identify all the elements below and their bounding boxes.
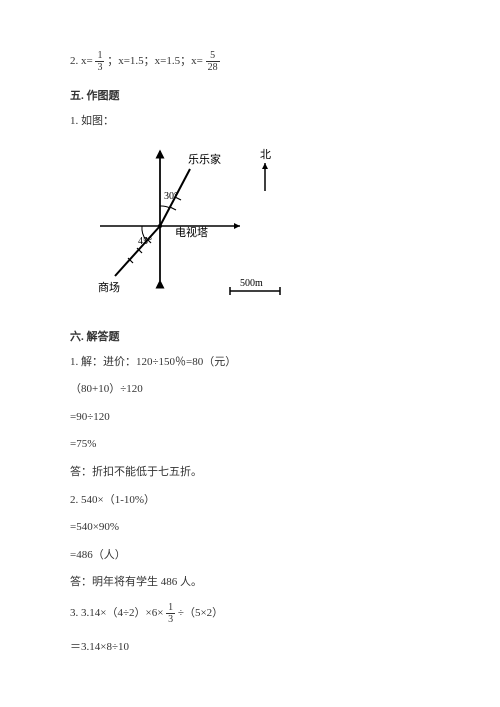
q2-mid: ；x=1.5；x=1.5；x=: [107, 55, 203, 67]
angle-30: 30°: [164, 191, 178, 202]
section-6-title: 六. 解答题: [70, 328, 430, 344]
q2-frac1: 1 3: [95, 50, 104, 73]
a3-l2: ＝3.14×8÷10: [70, 639, 430, 657]
a3-frac: 1 3: [166, 602, 175, 625]
a2-l2: =540×90%: [70, 519, 430, 537]
a3-l1: 3. 3.14×（4÷2）×6× 1 3 ÷（5×2）: [70, 602, 430, 625]
label-lele: 乐乐家: [188, 152, 221, 166]
scale-label: 500m: [240, 278, 263, 289]
a1-l5: 答：折扣不能低于七五折。: [70, 464, 430, 482]
a2-l4: 答：明年将有学生 486 人。: [70, 574, 430, 592]
a1-l2: （80+10）÷120: [70, 381, 430, 399]
label-north: 北: [260, 148, 271, 161]
angle-45: 45°: [138, 236, 152, 247]
section-5-title: 五. 作图题: [70, 87, 430, 103]
a1-l4: =75%: [70, 436, 430, 454]
q2-prefix: 2. x=: [70, 55, 93, 67]
q2-frac2: 5 28: [206, 50, 220, 73]
section-5-item1: 1. 如图：: [70, 113, 430, 131]
label-mall: 商场: [98, 280, 120, 294]
a2-l1: 2. 540×（1-10%）: [70, 492, 430, 510]
a1-l3: =90÷120: [70, 409, 430, 427]
a3-suffix: ÷（5×2）: [178, 607, 223, 619]
label-tv: 电视塔: [175, 225, 208, 239]
question-2: 2. x= 1 3 ；x=1.5；x=1.5；x= 5 28: [70, 50, 430, 73]
a3-prefix: 3. 3.14×（4÷2）×6×: [70, 607, 166, 619]
geometry-diagram: 乐乐家 北 30° 电视塔 45° 商场 500m: [90, 141, 430, 314]
a2-l3: =486（人）: [70, 547, 430, 565]
a1-l1: 1. 解：进价：120÷150％=80（元）: [70, 354, 430, 372]
